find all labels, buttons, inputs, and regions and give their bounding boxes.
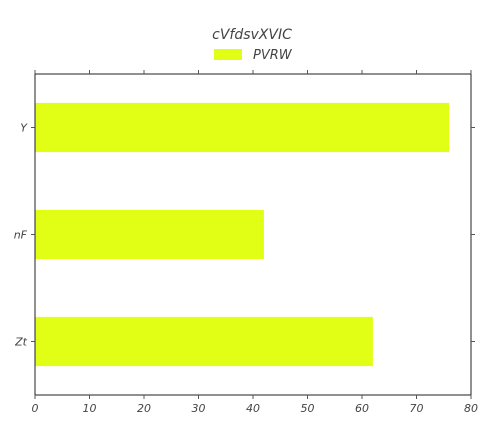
legend: PVRW <box>214 48 293 63</box>
y-tick-label-nf: nF <box>14 229 28 242</box>
x-tick-label-80: 80 <box>464 402 478 415</box>
x-tick-label-70: 70 <box>410 402 424 415</box>
legend-label-pvrw: PVRW <box>253 48 293 63</box>
y-tick-label-y: Y <box>20 122 28 135</box>
bar-y <box>35 103 449 152</box>
x-tick-label-50: 50 <box>301 402 315 415</box>
y-tick-label-zt: Zt <box>14 336 28 349</box>
x-tick-label-60: 60 <box>355 402 369 415</box>
x-tick-label-30: 30 <box>192 402 206 415</box>
x-tick-label-20: 20 <box>137 402 151 415</box>
chart-title: cVfdsvXVIC <box>212 27 292 43</box>
x-tick-label-40: 40 <box>246 402 260 415</box>
legend-swatch <box>214 49 242 60</box>
bar-nf <box>35 210 264 259</box>
x-tick-label-0: 0 <box>32 402 39 415</box>
x-tick-label-10: 10 <box>83 402 97 415</box>
bar-zt <box>35 317 373 366</box>
